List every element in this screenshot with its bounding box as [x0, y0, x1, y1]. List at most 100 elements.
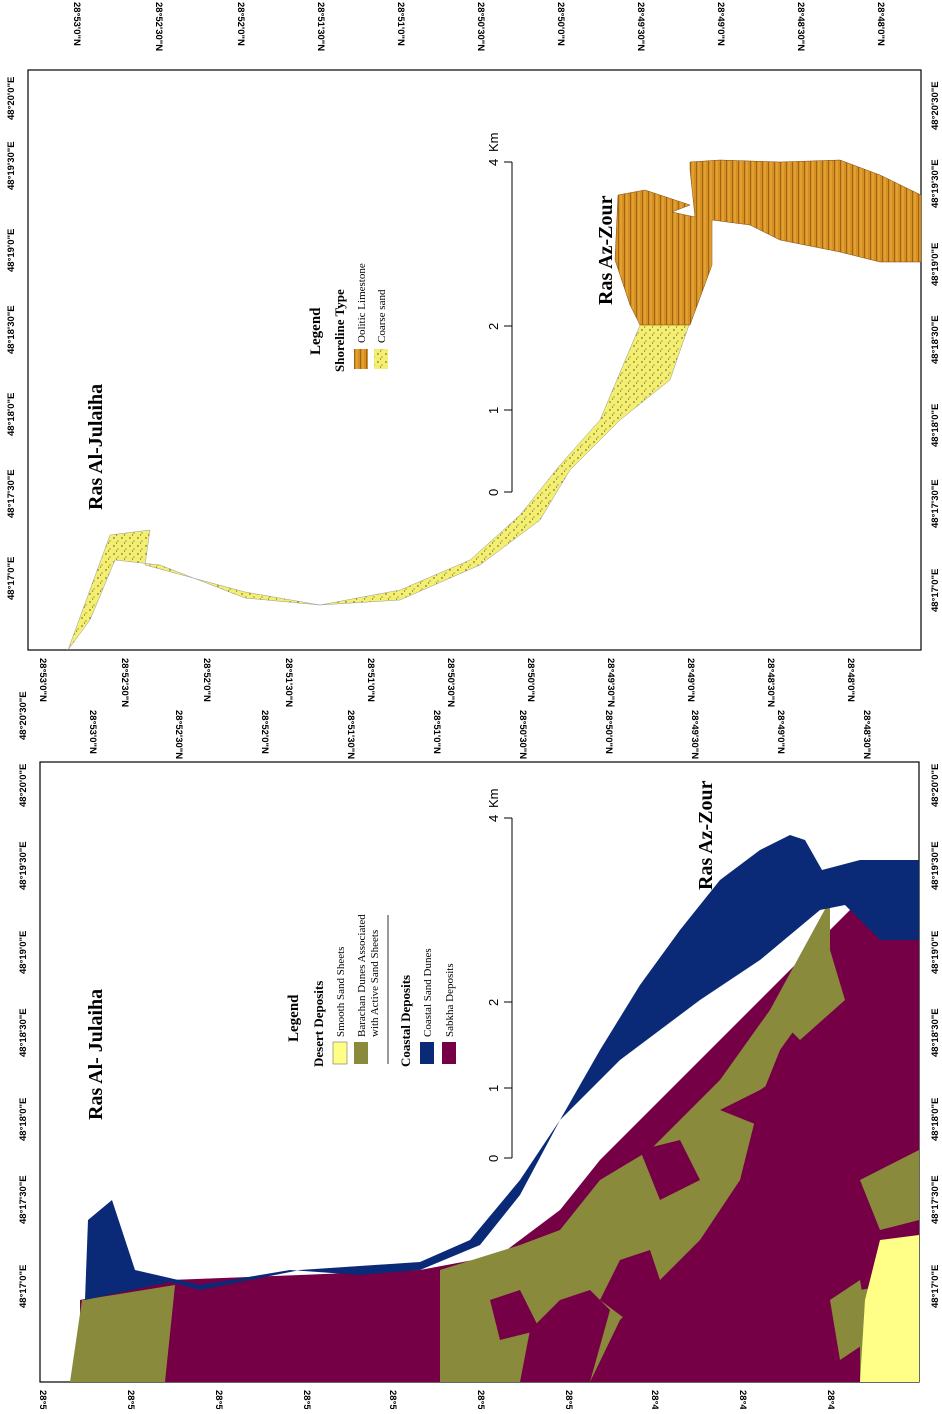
legend-group-coastal: Coastal Deposits: [398, 975, 413, 1067]
lon-tick: 48°18'30"E: [6, 305, 17, 354]
lat-tick: 28°52'30"N: [153, 2, 164, 51]
smooth-sand-area: [860, 1235, 919, 1382]
lon-tick: 48°18'0"E: [6, 393, 17, 436]
scale-label: 0: [486, 489, 501, 496]
lon-tick: 48°19'30"E: [18, 841, 29, 890]
scale-label: 2: [486, 999, 501, 1006]
lon-tick: 48°19'30"E: [930, 159, 941, 208]
sabkha-area: [80, 860, 919, 1382]
place-ras-az-zour: Ras Az-Zour: [595, 195, 617, 305]
lon-tick: 48°17'30"E: [6, 469, 17, 518]
lat-tick: 28°49'0"N: [775, 710, 786, 754]
lon-tick: 48°17'30"E: [930, 1175, 941, 1224]
right-lat-ticks-top: 28°53'0"N 28°52'30"N 28°52'0"N 28°51'30"…: [71, 2, 886, 51]
lon-tick: 48°18'30"E: [930, 315, 941, 364]
legend-swatch-coarse: [374, 349, 388, 369]
scale-unit: Km: [486, 133, 501, 153]
lat-tick: 28°50'0"N: [525, 658, 536, 702]
scale-unit: Km: [486, 789, 501, 809]
legend-swatch-sabkha: [442, 1042, 456, 1064]
lat-tick: 28°50'30"N: [517, 710, 528, 759]
lat-tick: 28°50'30"N: [475, 2, 486, 51]
legend-title: Legend: [308, 307, 324, 355]
left-legend: Legend Desert Deposits Smooth Sand Sheet…: [286, 914, 456, 1067]
lat-tick: 28°53'0"N: [71, 2, 82, 46]
left-lat-ticks: 28°53'0"N 28°52'30"N 28°52'0"N 28°51'30"…: [37, 1390, 836, 1414]
lat-tick: 28°51'30"N: [345, 710, 356, 759]
lat-tick: 28°52'0"N: [213, 1390, 224, 1409]
lat-tick: 28°49'30"N: [689, 710, 700, 759]
legend-item-smooth: Smooth Sand Sheets: [335, 947, 347, 1037]
left-map: 28°53'0"N 28°52'30"N 28°52'0"N 28°51'30"…: [18, 691, 941, 1414]
lon-tick: 48°20'30"E: [18, 691, 29, 740]
lat-tick: 28°50'0"N: [555, 2, 566, 46]
lon-tick: 48°18'0"E: [18, 1098, 29, 1141]
lat-tick: 28°48'30"N: [825, 1390, 836, 1409]
lat-tick: 28°53'0"N: [37, 658, 48, 702]
lon-tick: 48°19'30"E: [6, 141, 17, 190]
lat-tick: 28°51'0"N: [387, 1390, 398, 1409]
lat-tick: 28°48'30"N: [795, 2, 806, 51]
legend-title: Legend: [286, 994, 302, 1042]
lat-tick: 28°49'30"N: [649, 1390, 660, 1409]
legend-item-sabkha: Sabkha Deposits: [444, 963, 456, 1037]
right-legend: Legend Shoreline Type Oolitic Limestone …: [308, 263, 388, 372]
lon-tick: 48°19'0"E: [930, 931, 941, 974]
legend-swatch-coastal: [420, 1042, 434, 1064]
scale-label: 2: [486, 323, 501, 330]
lat-tick: 28°53'0"N: [87, 710, 98, 754]
lon-tick: 48°18'0"E: [930, 1098, 941, 1141]
lon-tick: 48°17'0"E: [930, 569, 941, 612]
lon-tick: 48°19'0"E: [18, 931, 29, 974]
lat-tick: 28°52'0"N: [201, 658, 212, 702]
lat-tick: 28°50'30"N: [475, 1390, 486, 1409]
lat-tick: 28°51'30"N: [315, 2, 326, 51]
lat-tick: 28°53'0"N: [37, 1390, 48, 1409]
lat-tick: 28°49'30"N: [635, 2, 646, 51]
lat-tick: 28°51'0"N: [365, 658, 376, 702]
lon-tick: 48°17'30"E: [930, 479, 941, 528]
right-lon-ticks-right: 48°17'0"E 48°17'30"E 48°18'0"E 48°18'30"…: [930, 81, 941, 612]
legend-item-coastal: Coastal Sand Dunes: [422, 948, 434, 1037]
barchan-dunes-patches: [70, 900, 919, 1382]
left-scale-bar: 0 1 2 4 Km: [486, 789, 513, 1162]
lon-tick: 48°20'0"E: [18, 764, 29, 807]
right-lon-ticks-left: 48°17'0"E 48°17'30"E 48°18'0"E 48°18'30"…: [6, 77, 17, 600]
lat-tick: 28°52'30"N: [119, 658, 130, 707]
place-ras-al-julaiha: Ras Al- Julaiha: [85, 989, 107, 1120]
legend-item-barchan-2: with Active Sand Sheets: [369, 930, 381, 1037]
lat-tick: 28°50'30"N: [445, 658, 456, 707]
lon-tick: 48°17'0"E: [930, 1265, 941, 1308]
lon-tick: 48°18'30"E: [18, 1008, 29, 1057]
legend-swatch-smooth: [332, 1041, 348, 1065]
lon-tick: 48°18'0"E: [930, 404, 941, 447]
lat-tick: 28°50'0"N: [563, 1390, 574, 1409]
place-ras-az-zour: Ras Az-Zour: [695, 780, 717, 890]
place-ras-al-julaiha: Ras Al-Julaiha: [85, 384, 107, 510]
coastal-dunes-area: [85, 835, 919, 1300]
lon-tick: 48°18'30"E: [930, 1008, 941, 1057]
lon-tick: 48°19'30"E: [930, 841, 941, 890]
lat-tick: 28°49'0"N: [737, 1390, 748, 1409]
lat-tick: 28°52'0"N: [259, 710, 270, 754]
legend-group-desert: Desert Deposits: [311, 981, 326, 1067]
lon-tick: 48°20'0"E: [930, 764, 941, 807]
lon-tick: 48°20'30"E: [930, 81, 941, 130]
lat-tick: 28°49'0"N: [685, 658, 696, 702]
lon-tick: 48°17'30"E: [18, 1175, 29, 1224]
left-lat-ticks-top: 28°53'0"N 28°52'30"N 28°52'0"N 28°51'30"…: [87, 710, 872, 759]
lon-tick: 48°17'0"E: [6, 557, 17, 600]
lat-tick: 28°48'30"N: [861, 710, 872, 759]
lat-tick: 28°48'30"N: [765, 658, 776, 707]
scale-label: 1: [486, 1085, 501, 1092]
left-lon-ticks: 48°17'0"E 48°17'30"E 48°18'0"E 48°18'30"…: [18, 691, 29, 1308]
scale-label: 4: [486, 159, 501, 166]
lat-tick: 28°51'0"N: [395, 2, 406, 46]
legend-group-shoreline: Shoreline Type: [332, 289, 347, 372]
right-scale-bar: 0 1 2 4 Km: [486, 133, 513, 496]
lon-tick: 48°19'0"E: [6, 229, 17, 272]
lat-tick: 28°52'30"N: [125, 1390, 136, 1409]
right-lat-ticks-bottom: 28°53'0"N 28°52'30"N 28°52'0"N 28°51'30"…: [37, 658, 856, 707]
scale-label: 1: [486, 407, 501, 414]
